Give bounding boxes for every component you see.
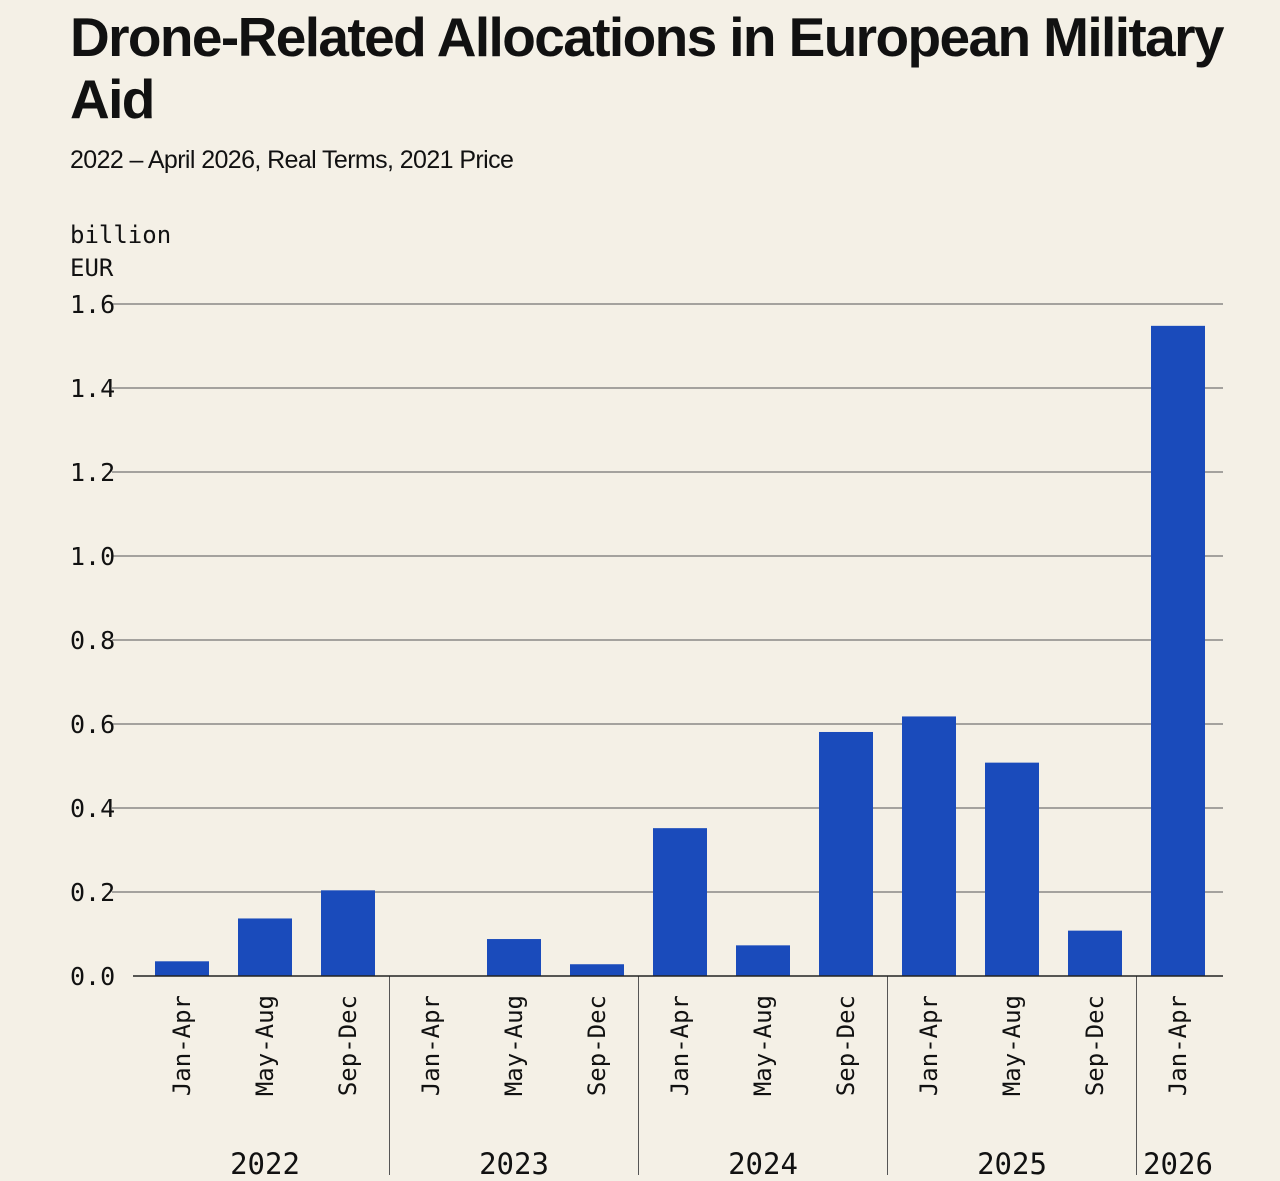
year-label: 2025 bbox=[977, 1147, 1047, 1181]
bar-2024-may-aug bbox=[736, 945, 790, 976]
bar-2025-sep-dec bbox=[1068, 930, 1122, 976]
year-label: 2023 bbox=[479, 1147, 549, 1181]
x-tick-label: Jan-Apr bbox=[666, 995, 694, 1096]
labels: billion EUR 0.0 0.2 0.4 0.6 0.8 1.0 1.2 1.4 1.6 Jan… bbox=[70, 221, 1213, 1181]
x-tick-label: Sep-Dec bbox=[583, 995, 611, 1096]
y-tick-label: 0.6 bbox=[70, 710, 115, 739]
x-tick-label: Sep-Dec bbox=[334, 995, 362, 1096]
year-label: 2026 bbox=[1143, 1147, 1213, 1181]
y-tick-label: 1.0 bbox=[70, 542, 115, 571]
bar-2024-jan-apr bbox=[653, 828, 707, 976]
x-tick-label: Jan-Apr bbox=[417, 995, 445, 1096]
y-tick-label: 1.4 bbox=[70, 374, 115, 403]
x-tick-label: Sep-Dec bbox=[1081, 995, 1109, 1096]
x-tick-label: May-Aug bbox=[251, 995, 279, 1096]
x-tick-label: Jan-Apr bbox=[915, 995, 943, 1096]
x-tick-label: Sep-Dec bbox=[832, 995, 860, 1096]
y-axis-title: EUR bbox=[70, 254, 114, 282]
gridlines bbox=[112, 303, 1223, 893]
chart-subtitle: 2022 – April 2026, Real Terms, 2021 Pric… bbox=[70, 146, 514, 174]
x-tick-label: May-Aug bbox=[500, 995, 528, 1096]
x-tick-label: May-Aug bbox=[749, 995, 777, 1096]
bar-2025-may-aug bbox=[985, 762, 1039, 976]
y-tick-label: 0.0 bbox=[70, 962, 115, 991]
x-tick-label: Jan-Apr bbox=[1164, 995, 1192, 1096]
chart-title: Drone-Related Allocations in European Mi… bbox=[70, 6, 1224, 130]
x-tick-label: May-Aug bbox=[998, 995, 1026, 1096]
x-tick-label: Jan-Apr bbox=[168, 995, 196, 1096]
y-tick-label: 1.2 bbox=[70, 458, 115, 487]
y-tick-label: 1.6 bbox=[70, 290, 115, 319]
bar-2023-sep-dec bbox=[570, 964, 624, 976]
y-axis-title: billion bbox=[70, 221, 171, 249]
bar-2024-sep-dec bbox=[819, 731, 873, 976]
y-tick-label: 0.4 bbox=[70, 794, 115, 823]
y-tick-label: 0.8 bbox=[70, 626, 115, 655]
bar-2022-jan-apr bbox=[155, 961, 209, 976]
bar-2025-jan-apr bbox=[902, 716, 956, 976]
year-label: 2024 bbox=[728, 1147, 798, 1181]
bar-2022-sep-dec bbox=[321, 890, 375, 976]
year-label: 2022 bbox=[230, 1147, 300, 1181]
y-tick-label: 0.2 bbox=[70, 878, 115, 907]
bar-2022-may-aug bbox=[238, 918, 292, 976]
bars bbox=[155, 325, 1205, 977]
bar-2023-may-aug bbox=[487, 939, 541, 976]
bar-2026-jan-apr bbox=[1151, 325, 1205, 977]
axes bbox=[133, 975, 1223, 1175]
